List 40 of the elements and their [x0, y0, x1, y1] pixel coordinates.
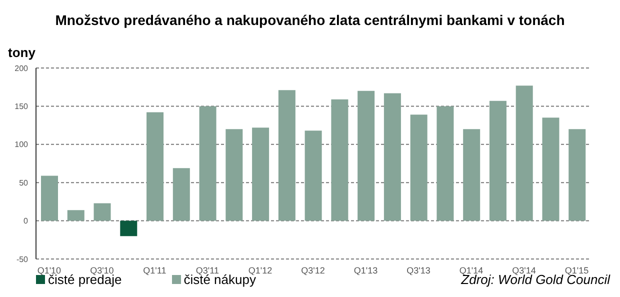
x-tick-label: Q3'11 [196, 265, 220, 276]
bar [568, 129, 586, 221]
bar [542, 118, 560, 221]
bar [252, 128, 270, 221]
x-tick-label: Q1'13 [354, 265, 378, 276]
x-tick-label: Q1'12 [248, 265, 272, 276]
y-tick-label: 0 [24, 216, 29, 226]
bar [384, 93, 401, 221]
y-tick-label: 200 [14, 64, 29, 73]
bar [489, 100, 506, 221]
bar [463, 129, 480, 221]
bar [172, 168, 190, 221]
bar [94, 203, 111, 221]
bar [436, 106, 454, 221]
y-tick-label: 50 [19, 178, 29, 188]
x-tick-label: Q1'11 [143, 265, 166, 276]
bar [146, 112, 164, 221]
bar [120, 220, 138, 236]
bar [304, 130, 322, 221]
y-tick-label: 150 [14, 102, 29, 112]
y-axis-title: tony [8, 45, 36, 60]
x-tick-label: Q1'15 [564, 265, 589, 276]
chart-title: Množstvo predávaného a nakupovaného zlata centrálnymi bankami v tonách [54, 12, 566, 28]
x-tick-label: Q3'12 [301, 265, 325, 276]
bar [278, 90, 296, 221]
y-tick-label: 100 [14, 140, 29, 150]
bar [226, 129, 243, 221]
x-tick-label: Q3'13 [406, 265, 430, 276]
bar [331, 99, 348, 221]
y-tick-label: -50 [16, 254, 29, 264]
bar [199, 106, 216, 221]
x-tick-label: Q3'14 [512, 265, 536, 276]
x-tick-label: Q1'14 [459, 265, 484, 276]
bar [358, 90, 375, 221]
x-tick-label: Q3'10 [90, 265, 114, 276]
bar [410, 114, 428, 221]
bar [41, 176, 58, 221]
bar [516, 86, 533, 221]
x-tick-label: Q1'10 [37, 265, 62, 276]
bar [67, 210, 84, 221]
